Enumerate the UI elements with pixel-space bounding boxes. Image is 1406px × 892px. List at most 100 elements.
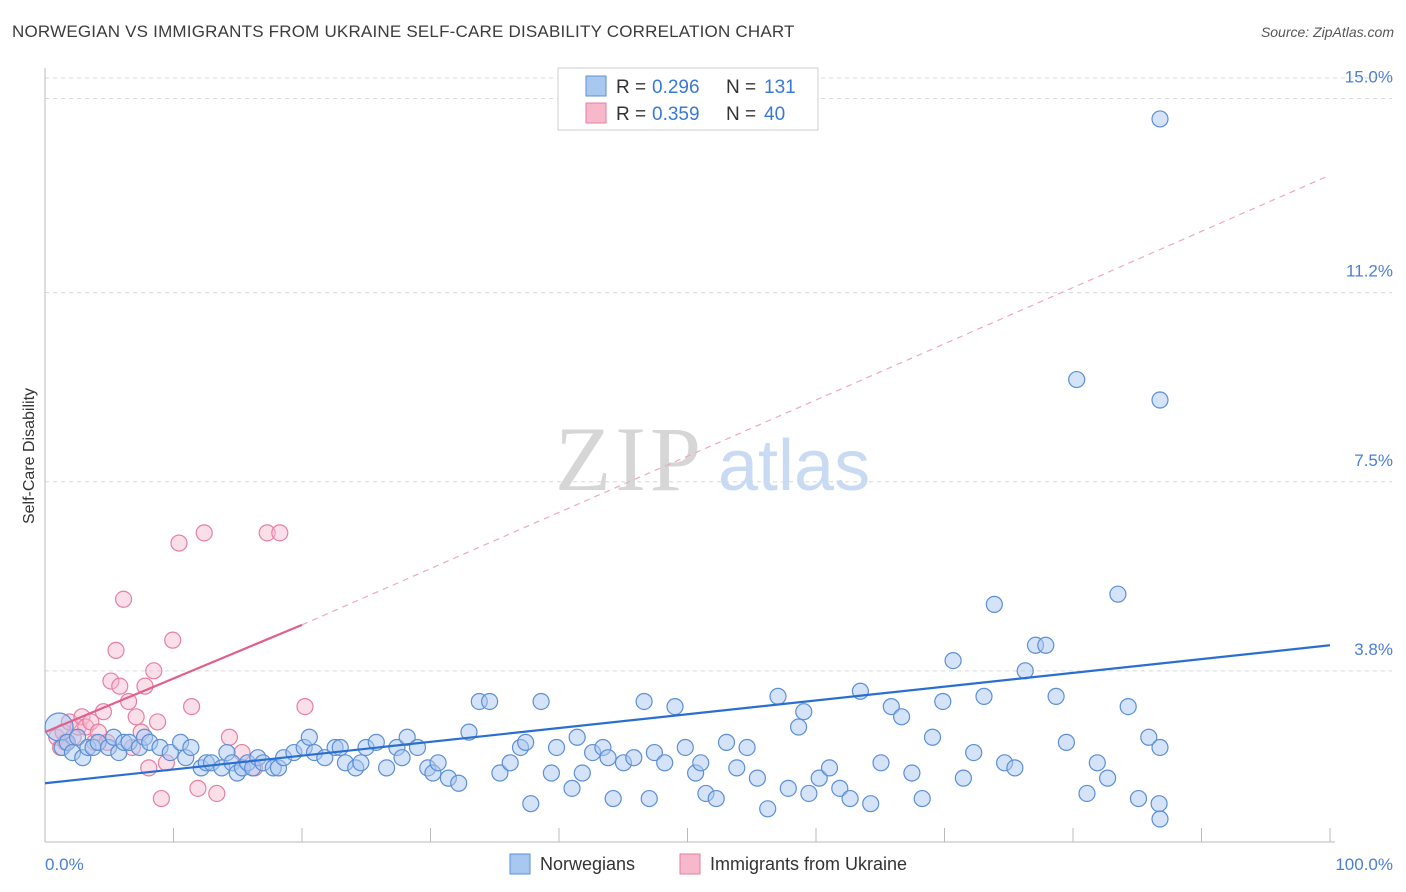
norwegian-point — [1151, 810, 1169, 828]
norwegian-point — [954, 769, 973, 787]
legend-n-value-blue: 131 — [764, 77, 796, 98]
ukraine-point — [208, 784, 226, 803]
norwegian-point — [161, 743, 179, 762]
norwegian-point — [944, 651, 962, 670]
norwegian-point — [872, 754, 890, 772]
norwegian-point — [68, 728, 87, 746]
norwegian-point — [1151, 110, 1169, 128]
norwegian-point — [934, 692, 952, 711]
norwegian-point — [491, 764, 509, 782]
norwegian-point — [1068, 370, 1086, 389]
norwegian-point — [965, 743, 983, 762]
norwegian-point — [300, 728, 318, 746]
trend-lines — [44, 174, 1331, 785]
ukraine-point — [170, 534, 188, 552]
norwegian-point — [352, 754, 370, 772]
norwegian-point — [568, 728, 586, 746]
y-axis-label: Self-Care Disability — [21, 388, 38, 524]
ukraine-trend-line — [44, 623, 303, 734]
norwegian-point — [182, 738, 200, 757]
ukraine-trend-extension — [301, 174, 1331, 626]
ukraine-point — [152, 789, 170, 808]
norwegian-point — [1140, 728, 1158, 746]
norwegian-point — [1088, 754, 1106, 772]
y-tick-label: 15.0% — [1345, 68, 1393, 87]
x-tick-label-min: 0.0% — [45, 855, 84, 874]
norwegian-point — [1037, 636, 1055, 654]
norwegian-point — [831, 779, 849, 797]
norwegian-point — [769, 687, 787, 705]
ukraine-point — [183, 697, 201, 716]
norwegian-point — [532, 692, 550, 711]
norwegian-point — [975, 687, 993, 705]
norwegian-points — [44, 110, 1169, 828]
bottom-legend-ukraine: Immigrants from Ukraine — [710, 854, 907, 874]
norwegian-point — [666, 697, 684, 716]
ukraine-point — [102, 672, 120, 690]
bottom-legend: Norwegians Immigrants from Ukraine — [509, 853, 907, 875]
norwegian-point — [573, 764, 591, 782]
ukraine-point — [189, 779, 207, 797]
norwegian-point — [779, 779, 797, 797]
bottom-legend-norwegians: Norwegians — [540, 854, 635, 874]
legend-n-value-pink: 40 — [764, 104, 785, 125]
norwegian-point — [640, 789, 658, 808]
source-label: Source: ZipAtlas.com — [1260, 24, 1394, 40]
norwegian-point — [676, 738, 694, 757]
norwegian-point — [882, 697, 900, 716]
ukraine-point — [164, 631, 182, 649]
norwegian-point — [522, 795, 540, 813]
norwegian-point — [748, 769, 767, 787]
norwegian-point — [903, 764, 921, 782]
norwegian-point — [1057, 733, 1076, 751]
legend-n-label-blue: N = — [726, 77, 756, 98]
norwegian-point — [599, 749, 617, 767]
legend: R = 0.296 N = 131 R = 0.359 N = 40 — [557, 67, 819, 131]
ukraine-point — [258, 524, 276, 542]
norwegian-point — [378, 759, 396, 777]
norwegian-point — [913, 789, 931, 808]
ukraine-point — [114, 590, 133, 608]
ukraine-point — [145, 662, 163, 680]
norwegian-point — [645, 743, 664, 762]
norwegian-point — [542, 764, 561, 782]
norwegian-point — [1098, 769, 1117, 787]
norwegian-point — [1151, 738, 1169, 757]
norwegian-point — [429, 754, 447, 772]
ukraine-point — [127, 708, 145, 726]
y-tick-label: 11.2% — [1346, 262, 1393, 281]
norwegian-point — [393, 749, 411, 767]
y-tick-label: 3.8% — [1354, 640, 1393, 659]
legend-r-label-blue: R = — [616, 77, 646, 98]
norwegian-point — [923, 728, 942, 746]
norwegian-point — [450, 774, 468, 792]
norwegian-point — [800, 784, 818, 803]
chart-title: NORWEGIAN VS IMMIGRANTS FROM UKRAINE SEL… — [12, 22, 795, 41]
norwegian-point — [707, 789, 725, 808]
norwegian-point — [810, 769, 828, 787]
legend-swatch-blue — [585, 75, 607, 97]
bottom-legend-swatch-pink — [679, 853, 701, 875]
norwegian-point — [625, 749, 643, 767]
legend-r-label-pink: R = — [616, 104, 646, 125]
norwegian-point — [1047, 687, 1065, 705]
norwegian-point — [1129, 789, 1148, 808]
ukraine-point — [296, 697, 314, 716]
y-tick-labels: 3.8% 7.5% 11.2% 15.0% — [1345, 68, 1393, 659]
legend-swatch-pink — [585, 102, 607, 124]
norwegian-point — [692, 754, 710, 772]
x-ticks — [44, 828, 1331, 842]
norwegian-point — [1078, 784, 1096, 803]
norwegian-point — [604, 789, 622, 808]
norwegian-point — [635, 692, 653, 711]
norwegian-point — [563, 779, 581, 797]
norwegian-point — [759, 800, 777, 818]
norwegian-point — [985, 595, 1003, 613]
norwegian-point — [717, 733, 736, 751]
norwegian-point — [1151, 391, 1169, 409]
x-tick-label-max: 100.0% — [1335, 855, 1393, 874]
norwegian-point — [517, 733, 535, 751]
norwegian-point — [789, 718, 808, 736]
norwegian-point — [892, 708, 911, 726]
norwegian-point — [862, 795, 880, 813]
